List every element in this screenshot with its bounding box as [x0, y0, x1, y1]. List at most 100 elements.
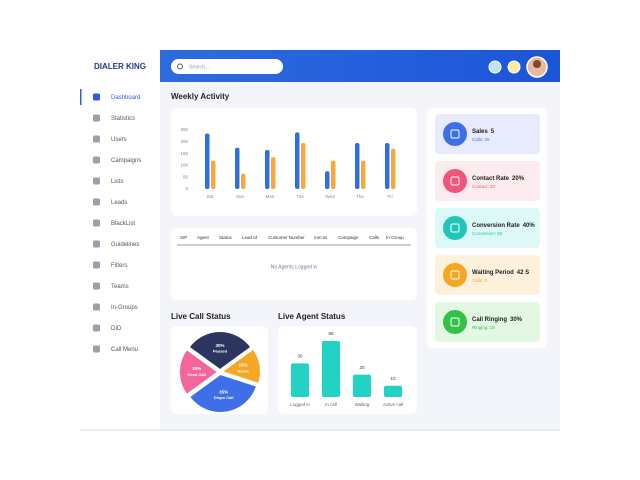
x-tick-label: Fri	[387, 194, 392, 199]
menu-item[interactable]: DID	[111, 326, 122, 332]
menu-item[interactable]: Teams	[111, 284, 129, 290]
x-tick-label: Waiting	[355, 402, 370, 407]
bar	[353, 374, 371, 397]
stat-glyph	[450, 176, 460, 186]
x-tick-label: Active call	[383, 402, 403, 407]
menu-item[interactable]: Filters	[111, 263, 127, 269]
menu-icon	[93, 219, 100, 227]
bar	[271, 157, 276, 189]
x-tick-label: Thu	[356, 194, 364, 199]
stat-name: Waiting Period	[472, 270, 514, 276]
menu-icon	[93, 177, 100, 185]
menu-icon	[93, 114, 100, 122]
bar	[361, 160, 366, 189]
bar	[384, 385, 402, 397]
bar	[391, 148, 396, 189]
x-tick-label: Logged in	[290, 402, 310, 407]
stat-glyph	[450, 223, 460, 233]
pie-slice	[188, 373, 258, 413]
menu-item[interactable]: Users	[111, 137, 127, 143]
menu-icon	[93, 135, 100, 143]
icon-button[interactable]	[488, 60, 502, 74]
menu-icon	[93, 261, 100, 269]
icon-button[interactable]	[507, 60, 521, 74]
stat-name: Contact Rate	[472, 176, 510, 182]
stat-icon	[443, 263, 467, 287]
stat-sub: Ringing: 15	[472, 325, 495, 330]
stat-glyph	[450, 270, 460, 280]
stat-title: Call Ringing 30%	[472, 317, 523, 323]
bar-value: 50	[328, 331, 334, 336]
stat-value: 20%	[512, 176, 525, 182]
bar	[205, 133, 210, 189]
stat-title: Waiting Period 42 S	[472, 270, 529, 276]
slice-label: Break	[238, 368, 250, 373]
bar	[322, 341, 340, 397]
x-tick-label: Wed	[325, 194, 335, 199]
menu-icon	[93, 303, 100, 311]
menu-item[interactable]: Dashboard	[111, 95, 140, 101]
bar-value: 20	[359, 365, 365, 370]
search-box[interactable]	[171, 59, 283, 74]
bar-value: 30	[297, 354, 303, 359]
bar	[385, 142, 390, 189]
stat-title: Sales 5	[472, 129, 495, 135]
menu-icon	[93, 93, 100, 101]
slice-label: Paused	[213, 349, 228, 354]
slice-value: 15%	[239, 363, 248, 368]
table-header: Campaign	[338, 235, 359, 240]
card	[278, 326, 417, 414]
y-tick-label: 0	[185, 186, 188, 191]
bar	[211, 160, 216, 189]
menu-icon	[93, 156, 100, 164]
y-tick-label: 50	[183, 174, 189, 179]
menu-icon	[93, 282, 100, 290]
card	[171, 228, 417, 300]
bar	[301, 142, 306, 189]
card	[171, 108, 417, 216]
slice-value: 35%	[219, 389, 228, 394]
y-tick-label: 100	[180, 163, 188, 168]
menu-item[interactable]: BlackList	[111, 221, 135, 227]
slice-label: Dead Call	[187, 372, 205, 377]
menu-item[interactable]: Leads	[111, 200, 127, 206]
y-tick-label: 200	[180, 139, 188, 144]
section-title: Weekly Activity	[171, 92, 230, 101]
menu-item[interactable]: Campaigns	[111, 158, 141, 164]
table-header: Lead Id	[242, 235, 258, 240]
x-tick-label: Mon	[266, 194, 275, 199]
pie-slice	[188, 331, 252, 371]
stat-sub: Conversion: 50	[472, 231, 503, 236]
stat-icon	[443, 310, 467, 334]
stat-name: Call Ringing	[472, 317, 507, 323]
table-header: Calls	[369, 235, 380, 240]
x-tick-label: Sat	[207, 194, 215, 199]
bar	[355, 142, 360, 189]
menu-item[interactable]: Statistics	[111, 116, 135, 122]
pie-slice	[179, 348, 219, 396]
search-icon	[177, 63, 183, 70]
stat-glyph	[450, 129, 460, 139]
table-header: mm:ss	[314, 235, 328, 240]
slice-label: Dispo Call	[214, 395, 234, 400]
menu-item[interactable]: Lists	[111, 179, 123, 185]
stat-value: 30%	[510, 317, 523, 323]
avatar-hair	[533, 60, 541, 68]
stat-name: Conversion Rate	[472, 223, 520, 229]
stat-title: Conversion Rate 40%	[472, 223, 535, 229]
table-empty: No Agents Logged in	[271, 264, 318, 270]
menu-item[interactable]: In-Groups	[111, 305, 138, 311]
menu-item[interactable]: Guidelines	[111, 242, 139, 248]
x-tick-label: Sun	[236, 194, 245, 199]
menu-icon	[93, 324, 100, 332]
pie-slice	[221, 348, 261, 384]
active-indicator	[80, 89, 82, 105]
menu-icon	[93, 345, 100, 353]
section-title: Live Call Status	[171, 312, 231, 321]
table-header: Status	[219, 235, 233, 240]
stat-value: 5	[491, 129, 495, 135]
table-header: Customer Number	[268, 235, 305, 240]
menu-item[interactable]: Call Menu	[111, 347, 138, 353]
stat-title: Contact Rate 20%	[472, 176, 525, 182]
